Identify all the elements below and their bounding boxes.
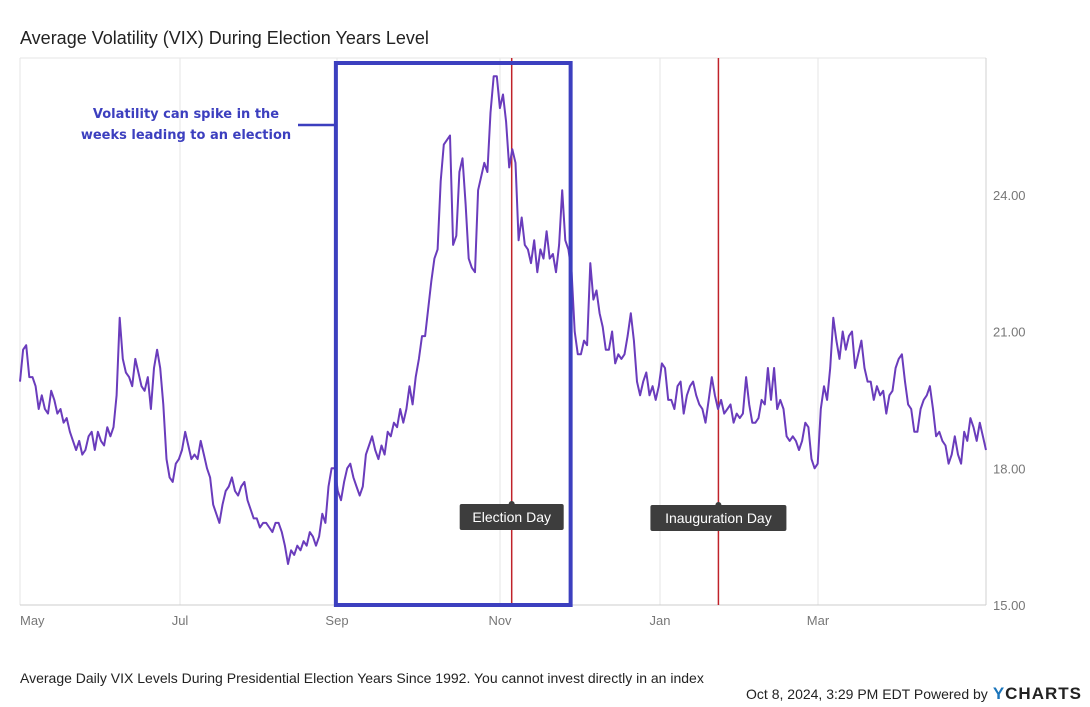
credit-line: Oct 8, 2024, 3:29 PM EDT Powered by YCHA… — [746, 684, 1082, 704]
election-day-label: Election Day — [472, 509, 551, 525]
y-tick-label: 18.00 — [993, 461, 1026, 476]
annotation-line-1: Volatility can spike in the — [92, 107, 280, 122]
x-tick-label: Mar — [807, 613, 830, 628]
ycharts-logo-y: Y — [992, 684, 1006, 703]
x-tick-label: Nov — [488, 613, 512, 628]
y-tick-label: 21.00 — [993, 325, 1026, 340]
ycharts-logo[interactable]: YCHARTS — [993, 684, 1082, 704]
x-tick-label: May — [20, 613, 45, 628]
election-day-tag — [459, 504, 564, 530]
chart-title: Average Volatility (VIX) During Election… — [20, 28, 429, 48]
y-tick-label: 15.00 — [993, 598, 1026, 613]
ycharts-logo-rest: CHARTS — [1005, 684, 1082, 703]
footnote: Average Daily VIX Levels During Presiden… — [20, 670, 704, 686]
event-tag-marker — [715, 502, 722, 508]
credit-text: Oct 8, 2024, 3:29 PM EDT Powered by — [746, 686, 988, 702]
annotation-line-2: weeks leading to an election — [80, 128, 292, 143]
x-tick-label: Jul — [172, 613, 189, 628]
vix-series-line — [19, 75, 987, 565]
x-tick-label: Jan — [650, 613, 671, 628]
event-tag-marker — [508, 501, 515, 507]
y-tick-label: 24.00 — [993, 188, 1026, 203]
inauguration-day-label: Inauguration Day — [665, 510, 772, 526]
inauguration-day-tag — [650, 505, 787, 531]
x-tick-label: Sep — [325, 613, 348, 628]
annotation-text: Volatility can spike in the weeks leadin… — [76, 104, 296, 146]
highlight-box — [333, 61, 573, 607]
